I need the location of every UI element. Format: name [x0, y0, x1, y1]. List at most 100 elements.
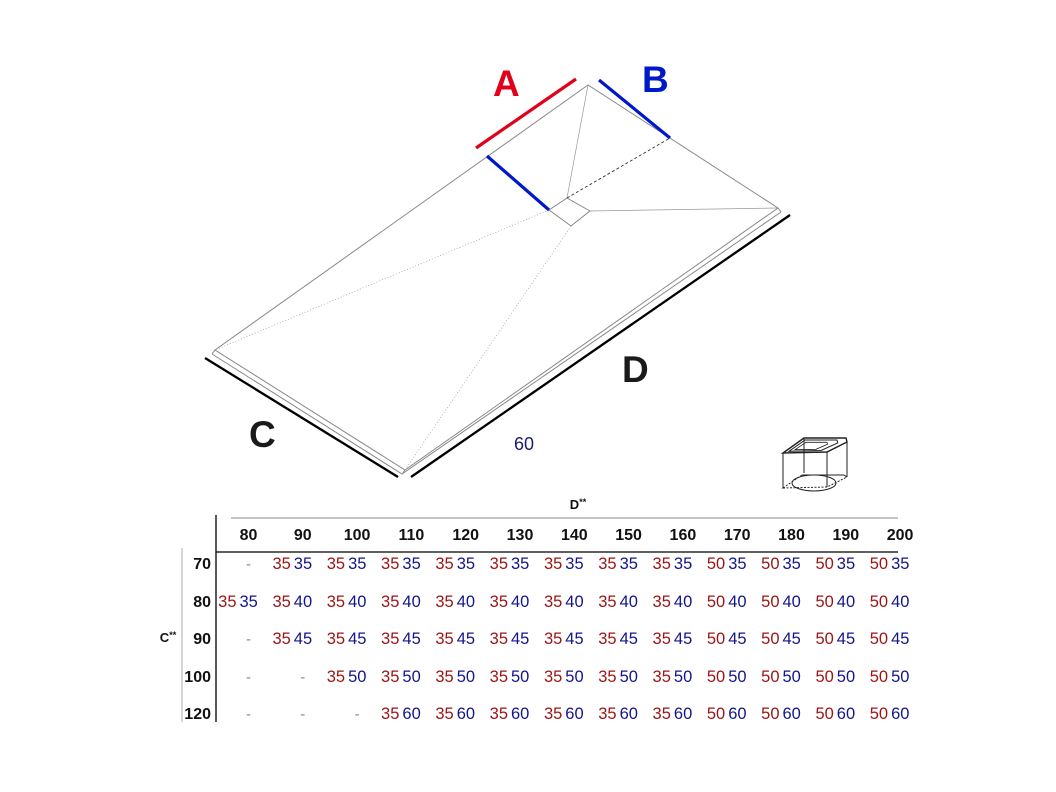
svg-text:40: 40 — [674, 593, 692, 611]
svg-text:35: 35 — [435, 593, 453, 611]
svg-text:35: 35 — [653, 593, 671, 611]
svg-text:90: 90 — [193, 631, 211, 648]
svg-text:45: 45 — [565, 630, 583, 648]
svg-text:C**: C** — [160, 630, 177, 645]
svg-text:-: - — [246, 631, 251, 648]
svg-text:50: 50 — [761, 705, 779, 723]
svg-text:50: 50 — [761, 630, 779, 648]
svg-text:35: 35 — [435, 630, 453, 648]
svg-text:35: 35 — [348, 555, 366, 573]
svg-text:110: 110 — [398, 527, 424, 544]
svg-text:35: 35 — [381, 593, 399, 611]
svg-text:40: 40 — [783, 593, 801, 611]
svg-text:35: 35 — [435, 668, 453, 686]
svg-text:35: 35 — [544, 668, 562, 686]
svg-text:-: - — [355, 706, 360, 723]
svg-text:40: 40 — [294, 593, 312, 611]
svg-text:35: 35 — [490, 593, 508, 611]
svg-text:50: 50 — [761, 593, 779, 611]
svg-text:-: - — [246, 669, 251, 686]
svg-text:170: 170 — [724, 527, 751, 544]
svg-text:40: 40 — [457, 593, 475, 611]
svg-text:60: 60 — [511, 705, 529, 723]
svg-text:-: - — [246, 556, 251, 573]
svg-text:35: 35 — [381, 705, 399, 723]
svg-text:45: 45 — [348, 630, 366, 648]
svg-text:100: 100 — [184, 669, 211, 686]
svg-text:35: 35 — [891, 555, 909, 573]
svg-text:35: 35 — [272, 555, 290, 573]
svg-text:40: 40 — [620, 593, 638, 611]
svg-text:40: 40 — [891, 593, 909, 611]
svg-text:45: 45 — [402, 630, 420, 648]
svg-text:140: 140 — [561, 527, 588, 544]
svg-text:60: 60 — [620, 705, 638, 723]
svg-text:80: 80 — [193, 594, 211, 611]
svg-text:50: 50 — [707, 630, 725, 648]
svg-text:35: 35 — [544, 630, 562, 648]
svg-text:50: 50 — [674, 668, 692, 686]
svg-text:50: 50 — [707, 668, 725, 686]
svg-text:35: 35 — [511, 555, 529, 573]
svg-text:35: 35 — [653, 668, 671, 686]
svg-text:50: 50 — [815, 630, 833, 648]
svg-text:35: 35 — [598, 668, 616, 686]
svg-text:-: - — [300, 706, 305, 723]
svg-text:C: C — [249, 414, 276, 455]
svg-text:35: 35 — [653, 555, 671, 573]
svg-text:35: 35 — [544, 555, 562, 573]
svg-text:35: 35 — [381, 668, 399, 686]
svg-text:35: 35 — [598, 630, 616, 648]
svg-text:50: 50 — [837, 668, 855, 686]
svg-text:160: 160 — [670, 527, 697, 544]
svg-text:35: 35 — [435, 705, 453, 723]
svg-text:50: 50 — [402, 668, 420, 686]
svg-text:45: 45 — [457, 630, 475, 648]
svg-text:50: 50 — [815, 705, 833, 723]
svg-text:45: 45 — [620, 630, 638, 648]
svg-text:35: 35 — [728, 555, 746, 573]
svg-text:90: 90 — [294, 527, 312, 544]
svg-text:35: 35 — [837, 555, 855, 573]
svg-text:35: 35 — [381, 630, 399, 648]
svg-text:A: A — [493, 63, 520, 104]
svg-text:130: 130 — [507, 527, 534, 544]
svg-text:50: 50 — [707, 593, 725, 611]
svg-text:150: 150 — [615, 527, 642, 544]
svg-text:35: 35 — [435, 555, 453, 573]
svg-text:40: 40 — [402, 593, 420, 611]
svg-text:50: 50 — [870, 668, 888, 686]
svg-text:35: 35 — [327, 555, 345, 573]
svg-text:35: 35 — [272, 593, 290, 611]
svg-text:35: 35 — [544, 593, 562, 611]
svg-text:35: 35 — [240, 593, 258, 611]
svg-text:120: 120 — [452, 527, 479, 544]
svg-text:50: 50 — [761, 555, 779, 573]
svg-text:60: 60 — [674, 705, 692, 723]
svg-text:35: 35 — [620, 555, 638, 573]
svg-text:50: 50 — [815, 668, 833, 686]
svg-text:35: 35 — [783, 555, 801, 573]
svg-text:35: 35 — [327, 593, 345, 611]
svg-text:35: 35 — [327, 630, 345, 648]
svg-text:45: 45 — [837, 630, 855, 648]
svg-text:60: 60 — [402, 705, 420, 723]
svg-text:70: 70 — [193, 556, 211, 573]
svg-text:35: 35 — [653, 630, 671, 648]
svg-text:-: - — [300, 669, 305, 686]
svg-text:35: 35 — [457, 555, 475, 573]
svg-text:50: 50 — [870, 630, 888, 648]
svg-text:35: 35 — [598, 555, 616, 573]
svg-text:40: 40 — [837, 593, 855, 611]
svg-text:D: D — [622, 349, 649, 390]
svg-text:35: 35 — [490, 668, 508, 686]
svg-text:60: 60 — [837, 705, 855, 723]
svg-text:35: 35 — [598, 593, 616, 611]
svg-text:200: 200 — [887, 527, 914, 544]
svg-text:40: 40 — [728, 593, 746, 611]
svg-text:50: 50 — [891, 668, 909, 686]
svg-text:60: 60 — [783, 705, 801, 723]
svg-text:60: 60 — [891, 705, 909, 723]
svg-text:50: 50 — [815, 555, 833, 573]
svg-text:45: 45 — [891, 630, 909, 648]
